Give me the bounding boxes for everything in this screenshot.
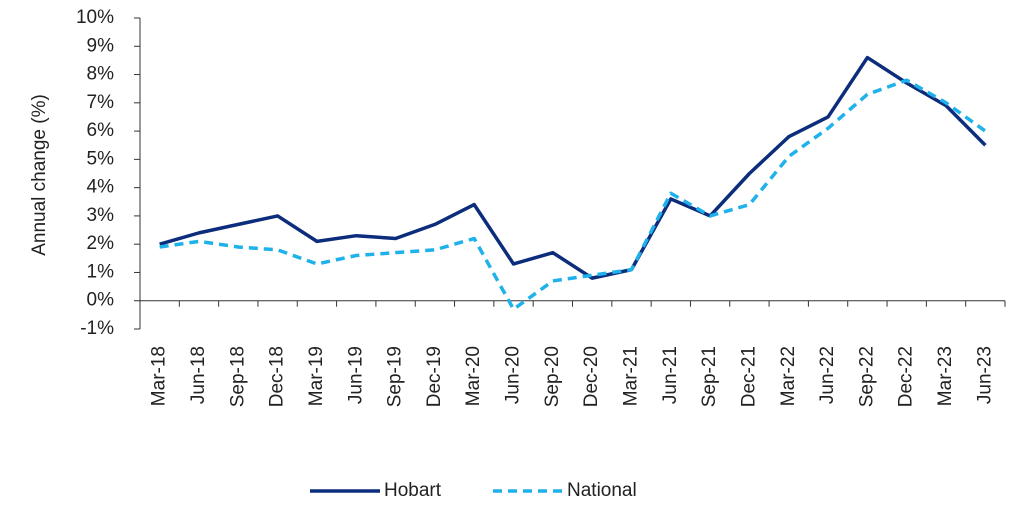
y-tick-label: 3% xyxy=(87,205,115,226)
y-axis-label: Annual change (%) xyxy=(29,94,50,256)
x-tick-label: Dec-20 xyxy=(581,346,602,407)
x-tick-label: Mar-18 xyxy=(149,346,170,406)
y-tick-label: -1% xyxy=(80,318,114,339)
y-tick-label: 10% xyxy=(76,7,114,28)
y-tick-label: 5% xyxy=(87,148,115,169)
x-tick-label: Jun-23 xyxy=(974,346,995,404)
series-line xyxy=(159,78,987,311)
y-tick-label: 6% xyxy=(87,120,115,141)
x-tick-label: Mar-22 xyxy=(778,346,799,406)
x-tick-label: Sep-19 xyxy=(385,346,406,407)
x-tick-label: Sep-21 xyxy=(699,346,720,407)
x-tick-label: Jun-19 xyxy=(345,346,366,404)
x-tick-label: Dec-21 xyxy=(738,346,759,407)
x-tick-label: Jun-18 xyxy=(188,346,209,404)
y-tick-label: 1% xyxy=(87,261,115,282)
x-tick-label: Mar-20 xyxy=(463,346,484,406)
y-tick-label: 2% xyxy=(87,233,115,254)
y-tick-label: 4% xyxy=(87,177,115,198)
x-tick-label: Mar-23 xyxy=(935,346,956,406)
x-tick-label: Jun-22 xyxy=(817,346,838,404)
x-tick-label: Mar-21 xyxy=(620,346,641,406)
x-tick-label: Dec-18 xyxy=(267,346,288,407)
y-tick-label: 8% xyxy=(87,64,115,85)
x-tick-label: Jun-20 xyxy=(503,346,524,404)
x-tick-label: Sep-20 xyxy=(542,346,563,407)
y-tick-label: 7% xyxy=(87,92,115,113)
x-tick-label: Dec-22 xyxy=(896,346,917,407)
x-tick-label: Dec-19 xyxy=(424,346,445,407)
legend-label: Hobart xyxy=(384,480,442,501)
x-tick-label: Sep-22 xyxy=(856,346,877,407)
x-tick-label: Mar-19 xyxy=(306,346,327,406)
legend-label: National xyxy=(567,480,637,501)
y-tick-label: 9% xyxy=(87,35,115,56)
series-line xyxy=(159,55,987,280)
y-tick-label: 0% xyxy=(87,290,115,311)
x-tick-label: Sep-18 xyxy=(227,346,248,407)
x-tick-label: Jun-21 xyxy=(660,346,681,404)
